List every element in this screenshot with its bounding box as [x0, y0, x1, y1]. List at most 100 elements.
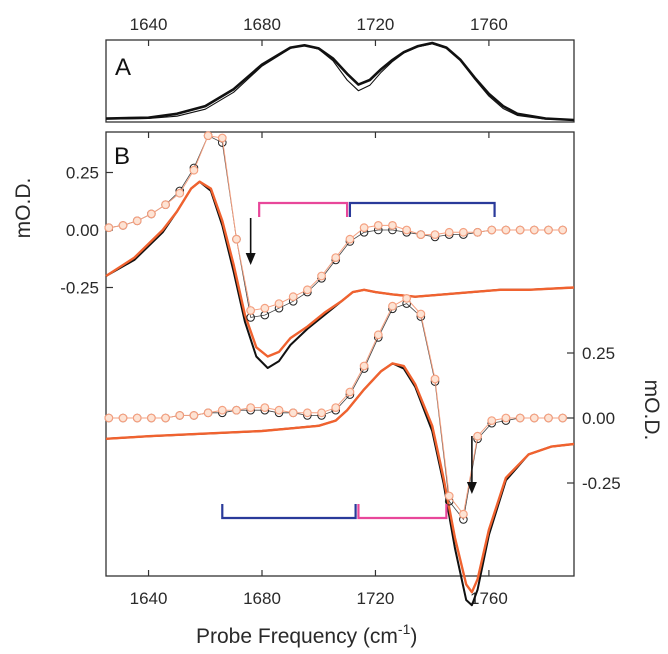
data-point-orange — [302, 408, 312, 418]
data-point-orange — [388, 301, 397, 311]
data-point-orange — [359, 223, 369, 233]
panel-b-bottom-ticks: 1640 1680 1720 1760 — [130, 132, 508, 608]
data-point-orange — [331, 253, 341, 263]
data-point-orange — [416, 230, 426, 240]
data-point-orange — [260, 403, 270, 413]
data-point-orange — [104, 413, 114, 423]
upper-y-ticks: 0.25 0.00 -0.25 — [60, 164, 113, 298]
y-tick-label-left: 0.00 — [66, 221, 99, 240]
data-point-orange — [359, 361, 369, 371]
panel-a-top-ticks: 1640 1680 1720 1760 — [130, 15, 508, 46]
data-point-orange — [487, 225, 497, 235]
data-point-orange — [373, 220, 383, 230]
panel-b-label: B — [114, 143, 130, 170]
arrow-head — [245, 253, 256, 265]
data-point-orange — [345, 234, 355, 244]
data-point-orange — [232, 234, 241, 244]
trace-line-orange — [105, 362, 575, 594]
data-point-orange — [473, 227, 482, 237]
data-point-orange — [189, 411, 199, 420]
spectrum-line-thick — [105, 41, 575, 122]
data-point-orange — [501, 413, 511, 423]
data-point-orange — [246, 403, 256, 413]
x-tick-label: 1720 — [357, 589, 395, 608]
data-point-orange — [515, 413, 525, 423]
data-point-orange — [288, 408, 298, 418]
data-point-orange — [558, 413, 568, 423]
x-label-close: ) — [410, 625, 417, 648]
data-point-orange — [146, 413, 156, 423]
lower-y-ticks: 0.25 0.00 -0.25 — [567, 344, 621, 493]
trace-line-orange — [105, 180, 575, 358]
data-point-orange — [161, 200, 170, 210]
data-point-orange — [487, 416, 497, 426]
arrow-head — [466, 482, 477, 494]
y-tick-label-right: 0.25 — [582, 344, 615, 363]
data-point-orange — [217, 133, 227, 143]
upper-trace — [104, 131, 575, 369]
x-tick-label: 1760 — [470, 589, 508, 608]
y-label-left: mO.D. — [12, 178, 35, 239]
bracket — [258, 201, 349, 217]
data-point-orange — [161, 413, 170, 423]
x-tick-label-top: 1640 — [130, 15, 168, 34]
data-point-orange — [317, 408, 326, 418]
data-point-orange — [430, 374, 440, 384]
data-point-orange — [402, 294, 412, 303]
data-point-orange — [302, 285, 312, 295]
data-point-orange — [132, 413, 142, 423]
data-point-orange — [146, 209, 156, 219]
x-tick-label-top: 1720 — [357, 15, 395, 34]
data-point-orange — [345, 387, 355, 397]
data-point-orange — [217, 405, 227, 415]
y-tick-label-left: 0.25 — [66, 164, 99, 183]
data-point-orange — [118, 413, 128, 423]
data-point-orange — [274, 405, 284, 415]
data-point-orange — [515, 225, 525, 235]
y-tick-label-right: 0.00 — [582, 409, 615, 428]
data-point-orange — [544, 225, 553, 235]
data-point-orange — [444, 227, 454, 237]
x-label-sup: -1 — [398, 621, 411, 637]
x-tick-label: 1680 — [243, 589, 281, 608]
data-point-orange — [175, 411, 185, 420]
data-point-orange — [388, 220, 397, 230]
data-point-orange — [288, 292, 298, 302]
data-point-orange — [473, 431, 482, 441]
bracket — [221, 504, 357, 520]
x-label: Probe Frequency (cm-1) — [196, 621, 417, 648]
y-tick-label-right: -0.25 — [582, 474, 621, 493]
trace-circles-orange-path — [108, 135, 563, 312]
panel-a-label: A — [115, 54, 131, 81]
data-point-orange — [118, 220, 128, 230]
data-point-orange — [203, 131, 213, 141]
data-point-orange — [529, 413, 539, 423]
panel-a-frame — [105, 39, 575, 123]
data-point-orange — [416, 309, 426, 319]
panel-b-frame — [105, 131, 575, 577]
data-point-orange — [558, 225, 568, 235]
data-point-orange — [529, 225, 539, 235]
data-point-orange — [402, 225, 412, 235]
data-point-orange — [132, 216, 142, 226]
y-tick-label-left: -0.25 — [60, 279, 99, 298]
trace-line-black — [105, 180, 575, 369]
data-point-orange — [175, 188, 185, 198]
data-point-orange — [260, 303, 270, 313]
data-point-orange — [373, 330, 383, 340]
data-point-orange — [189, 165, 199, 175]
data-point-orange — [458, 227, 468, 237]
data-point-orange — [246, 306, 256, 315]
bracket — [348, 201, 496, 217]
spectrum-line-thin — [105, 43, 575, 121]
data-point-orange — [430, 230, 440, 240]
data-point-orange — [232, 405, 241, 415]
y-label-right: mO.D. — [640, 380, 663, 441]
data-point-orange — [544, 413, 553, 423]
panel-a-lines — [105, 41, 575, 122]
data-point-orange — [203, 408, 213, 418]
bracket — [357, 504, 448, 520]
lower-trace — [104, 294, 575, 607]
x-tick-label-top: 1680 — [243, 15, 281, 34]
data-point-orange — [501, 225, 511, 235]
